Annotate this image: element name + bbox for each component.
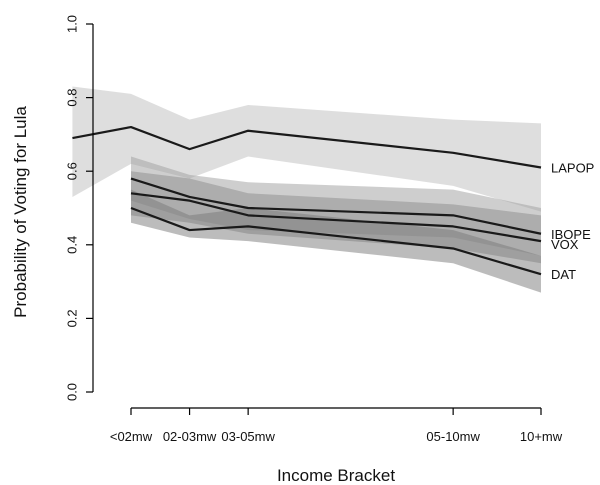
confidence-bands [72, 86, 541, 293]
x-tick-label: 10+mw [520, 429, 563, 444]
x-tick-label: <02mw [110, 429, 153, 444]
line-lapop [72, 125, 542, 169]
series-lines [72, 125, 542, 276]
y-tick-label: 0.6 [64, 162, 79, 180]
series-label-vox: VOX [551, 237, 579, 252]
series-label-ibope: IBOPE [551, 227, 591, 242]
y-tick-label: 0.0 [64, 383, 79, 401]
x-tick-label: 03-05mw [221, 429, 275, 444]
line-dat [130, 206, 542, 276]
line-vox [130, 192, 542, 243]
y-axis-ticks: 0.0 0.2 0.4 0.6 0.8 1.0 [64, 15, 93, 401]
x-tick-label: 02-03mw [163, 429, 217, 444]
y-tick-label: 1.0 [64, 15, 79, 33]
y-tick-label: 0.2 [64, 309, 79, 327]
band-dat [131, 189, 541, 293]
line-ibope [130, 177, 542, 235]
y-axis-title: Probability of Voting for Lula [11, 106, 30, 318]
series-label-dat: DAT [551, 267, 576, 282]
band-lapop [72, 86, 541, 212]
x-tick-label: 05-10mw [426, 429, 480, 444]
y-tick-label: 0.8 [64, 89, 79, 107]
series-label-lapop: LAPOP [551, 161, 594, 176]
x-axis-title: Income Bracket [277, 466, 395, 485]
y-tick-label: 0.4 [64, 236, 79, 254]
x-axis-ticks: <02mw 02-03mw 03-05mw 05-10mw 10+mw [110, 408, 563, 444]
